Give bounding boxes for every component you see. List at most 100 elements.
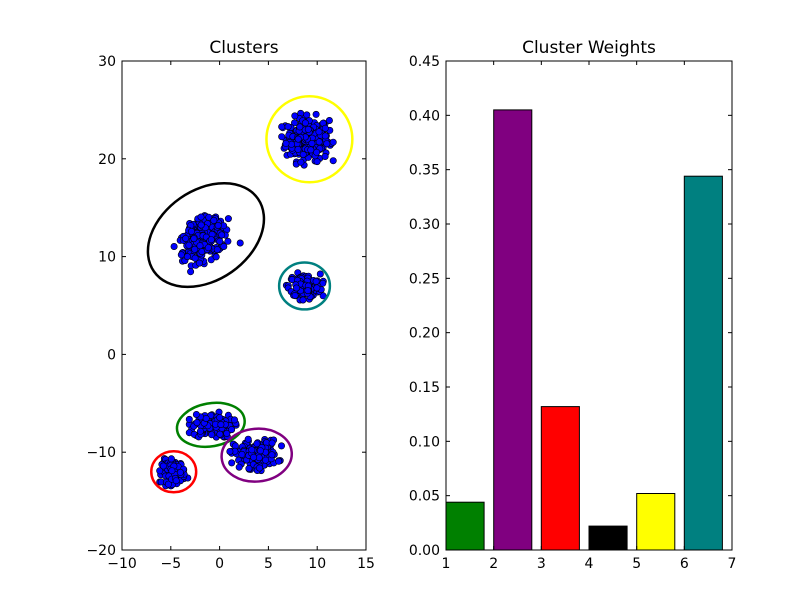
scatter-point xyxy=(205,213,213,221)
scatter-point xyxy=(284,123,292,131)
scatter-point xyxy=(197,221,205,229)
scatter-point xyxy=(207,236,215,244)
y-tick-label: 0.40 xyxy=(409,108,440,124)
cluster-ellipse xyxy=(146,182,266,289)
scatter-point xyxy=(291,291,299,299)
scatter-point xyxy=(218,231,226,239)
scatter-point xyxy=(216,237,224,245)
y-tick-label: 10 xyxy=(98,250,116,266)
scatter-point xyxy=(278,133,286,141)
scatter-point xyxy=(299,151,307,159)
scatter-point xyxy=(212,253,220,261)
scatter-point xyxy=(291,112,299,120)
cluster-ellipses xyxy=(146,94,354,494)
scatter-point xyxy=(244,435,252,443)
scatter-point xyxy=(187,268,195,276)
cluster-ellipse xyxy=(265,94,354,184)
scatter-point xyxy=(304,287,312,295)
weight-bar xyxy=(636,493,676,551)
scatter-point xyxy=(185,415,193,423)
x-tick-label: 5 xyxy=(264,556,273,572)
scatter-point xyxy=(156,467,164,475)
weight-bar xyxy=(540,406,580,551)
scatter-point xyxy=(223,429,231,437)
weight-bar xyxy=(683,175,723,551)
y-tick-label: −20 xyxy=(86,543,116,559)
weights-title: Cluster Weights xyxy=(522,38,656,58)
scatter-point xyxy=(202,414,210,422)
scatter-point xyxy=(315,128,323,136)
scatter-point xyxy=(248,446,256,454)
y-tick-label: 20 xyxy=(98,152,116,168)
scatter-point xyxy=(268,439,276,447)
scatter-point xyxy=(197,213,205,221)
scatter-point xyxy=(316,270,324,278)
scatter-point xyxy=(195,259,203,267)
scatter-point xyxy=(196,427,204,435)
scatter-point xyxy=(183,253,191,261)
scatter-point xyxy=(329,138,337,146)
scatter-point xyxy=(245,465,253,473)
weight-bars xyxy=(445,109,723,551)
scatter-point xyxy=(296,123,304,131)
scatter-point xyxy=(304,125,312,133)
scatter-point xyxy=(323,140,331,148)
scatter-point xyxy=(191,245,199,253)
scatter-point xyxy=(176,468,184,476)
scatter-point xyxy=(191,254,199,262)
scatter-point xyxy=(217,420,225,428)
scatter-point xyxy=(253,440,261,448)
scatter-point xyxy=(159,462,167,470)
scatter-point xyxy=(268,451,276,459)
y-tick-label: 0.10 xyxy=(409,434,440,450)
cluster-ellipse xyxy=(220,427,294,483)
scatter-points xyxy=(156,109,337,490)
x-tick-label: 0 xyxy=(215,556,224,572)
y-tick-label: 0.25 xyxy=(409,271,440,287)
scatter-point xyxy=(329,157,337,165)
y-tick-label: 0.35 xyxy=(409,163,440,179)
scatter-point xyxy=(168,467,176,475)
scatter-point xyxy=(262,456,270,464)
scatter-point xyxy=(216,430,224,438)
scatter-point xyxy=(236,239,244,247)
scatter-point xyxy=(277,442,285,450)
scatter-point xyxy=(188,227,196,235)
scatter-point xyxy=(190,235,198,243)
scatter-point xyxy=(192,410,200,418)
x-tick-label: 5 xyxy=(632,556,641,572)
scatter-point xyxy=(208,431,216,439)
scatter-point xyxy=(313,148,321,156)
y-tick-label: −10 xyxy=(86,445,116,461)
scatter-point xyxy=(275,457,283,465)
scatter-point xyxy=(313,158,321,166)
scatter-point xyxy=(301,119,309,127)
scatter-point xyxy=(312,110,320,118)
y-tick-label: 0 xyxy=(107,347,116,363)
scatter-point xyxy=(172,477,180,485)
scatter-point xyxy=(214,222,222,230)
scatter-point xyxy=(325,117,333,125)
x-tick-label: 2 xyxy=(489,556,498,572)
scatter-point xyxy=(210,216,218,224)
cluster-ellipse xyxy=(150,449,198,494)
cluster-ellipse xyxy=(277,261,332,311)
scatter-point xyxy=(321,153,329,161)
x-tick-label: 7 xyxy=(728,556,737,572)
scatter-point xyxy=(315,138,323,146)
x-tick-label: 15 xyxy=(357,556,375,572)
scatter-point xyxy=(312,277,320,285)
scatter-point xyxy=(238,450,246,458)
scatter-point xyxy=(294,145,302,153)
scatter-point xyxy=(299,296,307,304)
y-tick-label: 0.20 xyxy=(409,326,440,342)
cluster-ellipse xyxy=(175,401,246,449)
scatter-point xyxy=(226,447,234,455)
scatter-point xyxy=(292,284,300,292)
scatter-point xyxy=(228,426,236,434)
scatter-point xyxy=(164,480,172,488)
y-tick-label: 0.05 xyxy=(409,489,440,505)
scatter-point xyxy=(185,241,193,249)
